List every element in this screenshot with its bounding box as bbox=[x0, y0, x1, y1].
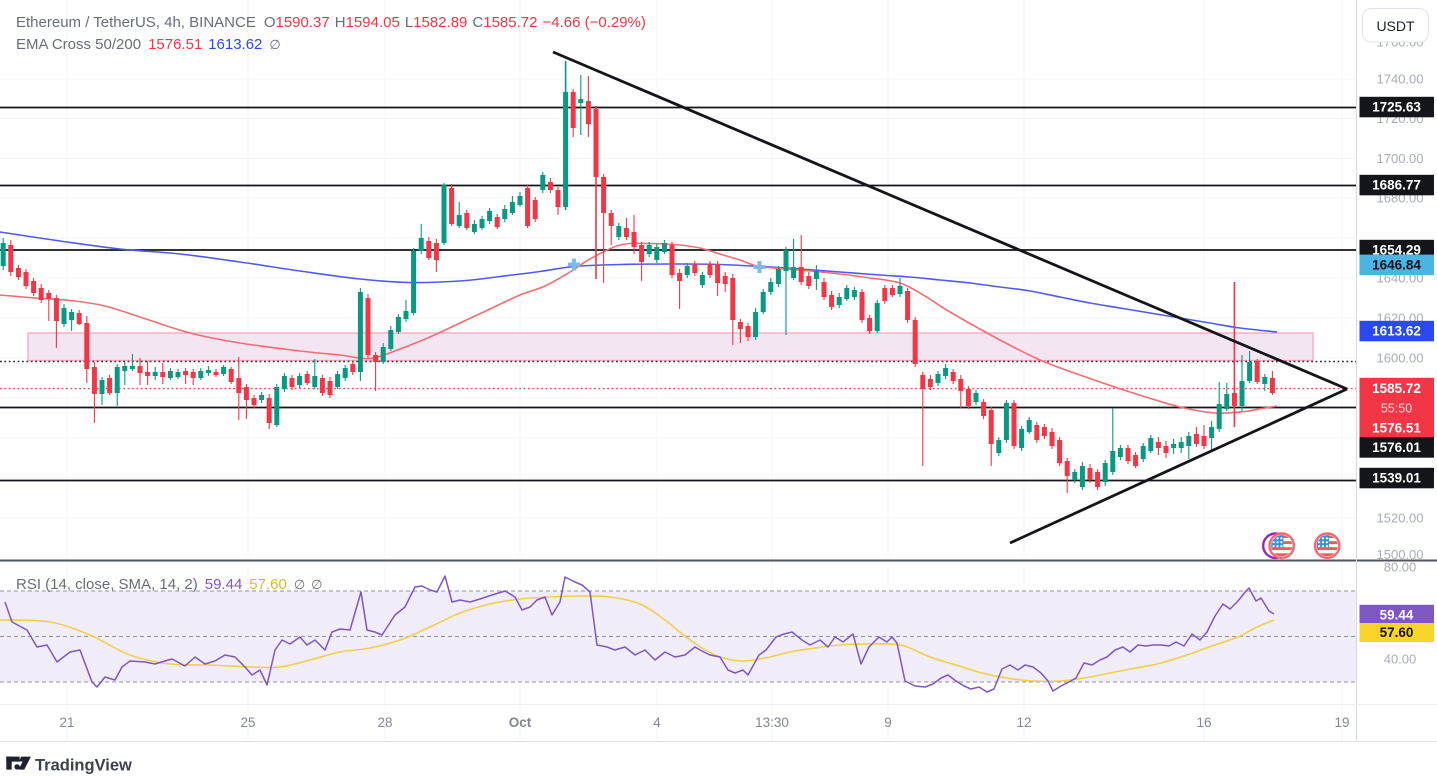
svg-text:9: 9 bbox=[884, 715, 892, 730]
svg-text:1654.29: 1654.29 bbox=[1372, 243, 1421, 258]
svg-text:21: 21 bbox=[59, 715, 74, 730]
svg-text:1520.00: 1520.00 bbox=[1377, 511, 1424, 526]
svg-text:1576.51: 1576.51 bbox=[1372, 421, 1421, 436]
svg-text:1585.72: 1585.72 bbox=[1372, 381, 1421, 396]
svg-text:12: 12 bbox=[1016, 715, 1031, 730]
svg-text:1646.84: 1646.84 bbox=[1372, 258, 1421, 273]
svg-text:1500.00: 1500.00 bbox=[1377, 547, 1424, 562]
svg-text:13:30: 13:30 bbox=[755, 715, 789, 730]
svg-text:59.44: 59.44 bbox=[1380, 608, 1414, 623]
svg-text:1700.00: 1700.00 bbox=[1377, 151, 1424, 166]
svg-text:TradingView: TradingView bbox=[35, 757, 132, 775]
svg-text:80.00: 80.00 bbox=[1384, 560, 1417, 575]
svg-text:19: 19 bbox=[1334, 715, 1349, 730]
svg-text:4: 4 bbox=[653, 715, 661, 730]
svg-text:16: 16 bbox=[1196, 715, 1211, 730]
svg-text:55:50: 55:50 bbox=[1381, 402, 1412, 416]
svg-text:28: 28 bbox=[377, 715, 392, 730]
svg-text:1576.01: 1576.01 bbox=[1372, 440, 1421, 455]
svg-text:57.60: 57.60 bbox=[1380, 625, 1414, 640]
svg-text:1539.01: 1539.01 bbox=[1372, 471, 1421, 486]
svg-text:1686.77: 1686.77 bbox=[1372, 178, 1421, 193]
svg-text:RSI (14, close, SMA, 14, 2)59.: RSI (14, close, SMA, 14, 2) 59.44 57.60 ∅ ∅ bbox=[16, 576, 323, 593]
svg-text:Oct: Oct bbox=[509, 715, 532, 730]
svg-text:1600.00: 1600.00 bbox=[1377, 351, 1424, 366]
svg-text:1725.63: 1725.63 bbox=[1372, 100, 1421, 115]
svg-text:40.00: 40.00 bbox=[1384, 652, 1417, 667]
svg-text:USDT: USDT bbox=[1376, 18, 1415, 34]
svg-text:25: 25 bbox=[240, 715, 255, 730]
svg-text:1613.62: 1613.62 bbox=[1372, 324, 1421, 339]
svg-text:1740.00: 1740.00 bbox=[1377, 72, 1424, 87]
